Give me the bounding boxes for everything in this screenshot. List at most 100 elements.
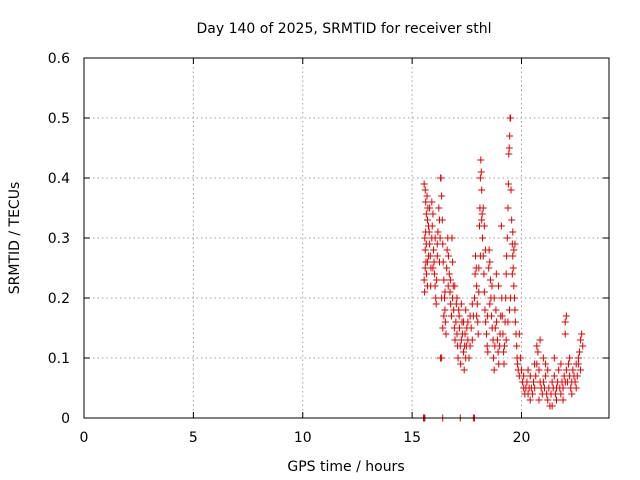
- data-point: [442, 330, 450, 338]
- grid-lines: [84, 58, 609, 418]
- data-point: [443, 246, 451, 254]
- data-point: [507, 114, 515, 122]
- data-point: [429, 264, 437, 272]
- data-point: [422, 198, 430, 206]
- data-point: [531, 360, 539, 368]
- data-point: [420, 276, 428, 284]
- data-point: [490, 294, 498, 302]
- data-point: [542, 372, 550, 380]
- x-tick-label: 15: [403, 430, 421, 446]
- data-point: [526, 396, 534, 404]
- data-point: [488, 282, 496, 290]
- data-point: [499, 330, 507, 338]
- data-point: [504, 180, 512, 188]
- data-point: [451, 336, 459, 344]
- data-point: [505, 144, 513, 152]
- x-tick-label: 10: [294, 430, 312, 446]
- data-point: [477, 156, 485, 164]
- data-point: [533, 342, 541, 350]
- data-point: [478, 210, 486, 218]
- data-point: [482, 318, 490, 326]
- data-point: [440, 312, 448, 320]
- data-point: [421, 234, 429, 242]
- data-point: [438, 354, 446, 362]
- data-point: [471, 270, 479, 278]
- data-point: [505, 150, 513, 158]
- data-point: [455, 312, 463, 320]
- data-point: [500, 342, 508, 350]
- y-tick-label: 0.3: [48, 231, 70, 247]
- data-point: [500, 348, 508, 356]
- data-point: [454, 354, 462, 362]
- data-point: [475, 264, 483, 272]
- data-point: [506, 132, 514, 140]
- data-point: [468, 300, 476, 308]
- data-point: [476, 174, 484, 182]
- y-tick-label: 0.6: [48, 51, 70, 67]
- data-point: [491, 324, 499, 332]
- data-point: [460, 366, 468, 374]
- data-point: [502, 270, 510, 278]
- data-point: [492, 270, 500, 278]
- data-point: [473, 282, 481, 290]
- data-point: [562, 366, 570, 374]
- data-point: [465, 354, 473, 362]
- data-point: [562, 312, 570, 320]
- data-point: [550, 354, 558, 362]
- data-point: [490, 366, 498, 374]
- data-point: [539, 378, 547, 386]
- data-point: [468, 336, 476, 344]
- data-point: [467, 324, 475, 332]
- data-point: [571, 378, 579, 386]
- data-point: [440, 276, 448, 284]
- data-point: [550, 372, 558, 380]
- data-point: [441, 306, 449, 314]
- data-point: [444, 252, 452, 260]
- data-point: [572, 384, 580, 392]
- data-point: [557, 390, 565, 398]
- data-point: [490, 354, 497, 362]
- data-point: [441, 318, 449, 326]
- data-point: [445, 270, 453, 278]
- data-point: [483, 330, 490, 338]
- data-point: [423, 216, 431, 224]
- data-point: [435, 258, 443, 266]
- data-point: [441, 288, 449, 296]
- data-point: [476, 252, 484, 260]
- data-point: [479, 234, 487, 242]
- data-point: [425, 252, 433, 260]
- data-point: [421, 186, 429, 194]
- data-point: [557, 360, 565, 368]
- data-point: [478, 216, 486, 224]
- data-point: [435, 204, 443, 212]
- data-point: [566, 354, 574, 362]
- data-point: [460, 348, 468, 356]
- data-point: [422, 240, 430, 248]
- data-point: [548, 402, 556, 410]
- x-tick-label: 0: [80, 430, 89, 446]
- data-point: [420, 180, 428, 188]
- x-tick-label: 20: [513, 430, 531, 446]
- data-point: [428, 222, 436, 230]
- data-point: [493, 336, 501, 344]
- data-point: [422, 228, 430, 236]
- data-point: [434, 228, 442, 236]
- data-points: [420, 114, 587, 422]
- data-point: [535, 396, 543, 404]
- data-point: [421, 246, 429, 254]
- data-point: [518, 366, 525, 374]
- data-point: [423, 258, 431, 266]
- data-point: [523, 378, 531, 386]
- data-point: [423, 270, 431, 278]
- data-point: [460, 318, 468, 326]
- axis-ticks: 0 0.1 0.2 0.3 0.4 0.5 0.6 0 5 10 15 20: [48, 51, 609, 446]
- data-point: [561, 330, 569, 338]
- data-point: [510, 246, 518, 254]
- data-point: [477, 168, 485, 176]
- data-point: [514, 360, 522, 368]
- data-point: [457, 300, 465, 308]
- data-point: [578, 330, 586, 338]
- data-point: [528, 390, 536, 398]
- data-point: [484, 312, 492, 320]
